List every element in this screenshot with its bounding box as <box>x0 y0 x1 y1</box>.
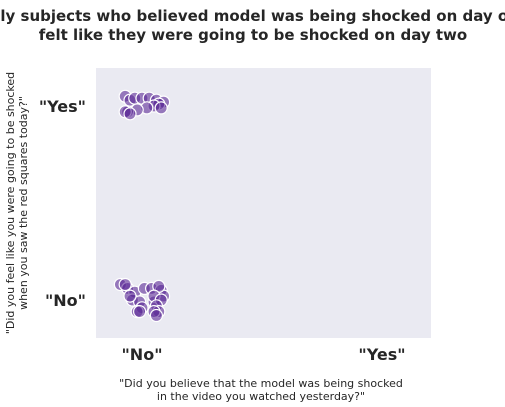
data-point <box>154 101 168 115</box>
x-tick-label-yes: "Yes" <box>358 345 405 364</box>
x-axis-label-line-2: in the video you watched yesterday?" <box>157 390 365 403</box>
x-tick-label-no: "No" <box>121 345 162 364</box>
y-axis-label-line-2: when you saw the red squares today?" <box>17 96 30 310</box>
y-tick-label-no: "No" <box>45 291 86 310</box>
chart-title-line-1: Only subjects who believed model was bei… <box>0 7 505 25</box>
data-point <box>123 289 137 303</box>
data-point <box>149 308 163 323</box>
x-axis-label-line-1: "Did you believe that the model was bein… <box>119 377 403 390</box>
data-point <box>133 305 147 319</box>
data-point <box>118 277 132 292</box>
y-axis-label: "Did you feel like you were going to be … <box>4 72 30 334</box>
points-layer <box>113 89 171 323</box>
data-point <box>123 107 137 121</box>
chart-title-line-2: felt like they were going to be shocked … <box>39 26 467 44</box>
y-tick-label-yes: "Yes" <box>39 97 86 116</box>
y-axis-label-line-1: "Did you feel like you were going to be … <box>4 72 17 334</box>
